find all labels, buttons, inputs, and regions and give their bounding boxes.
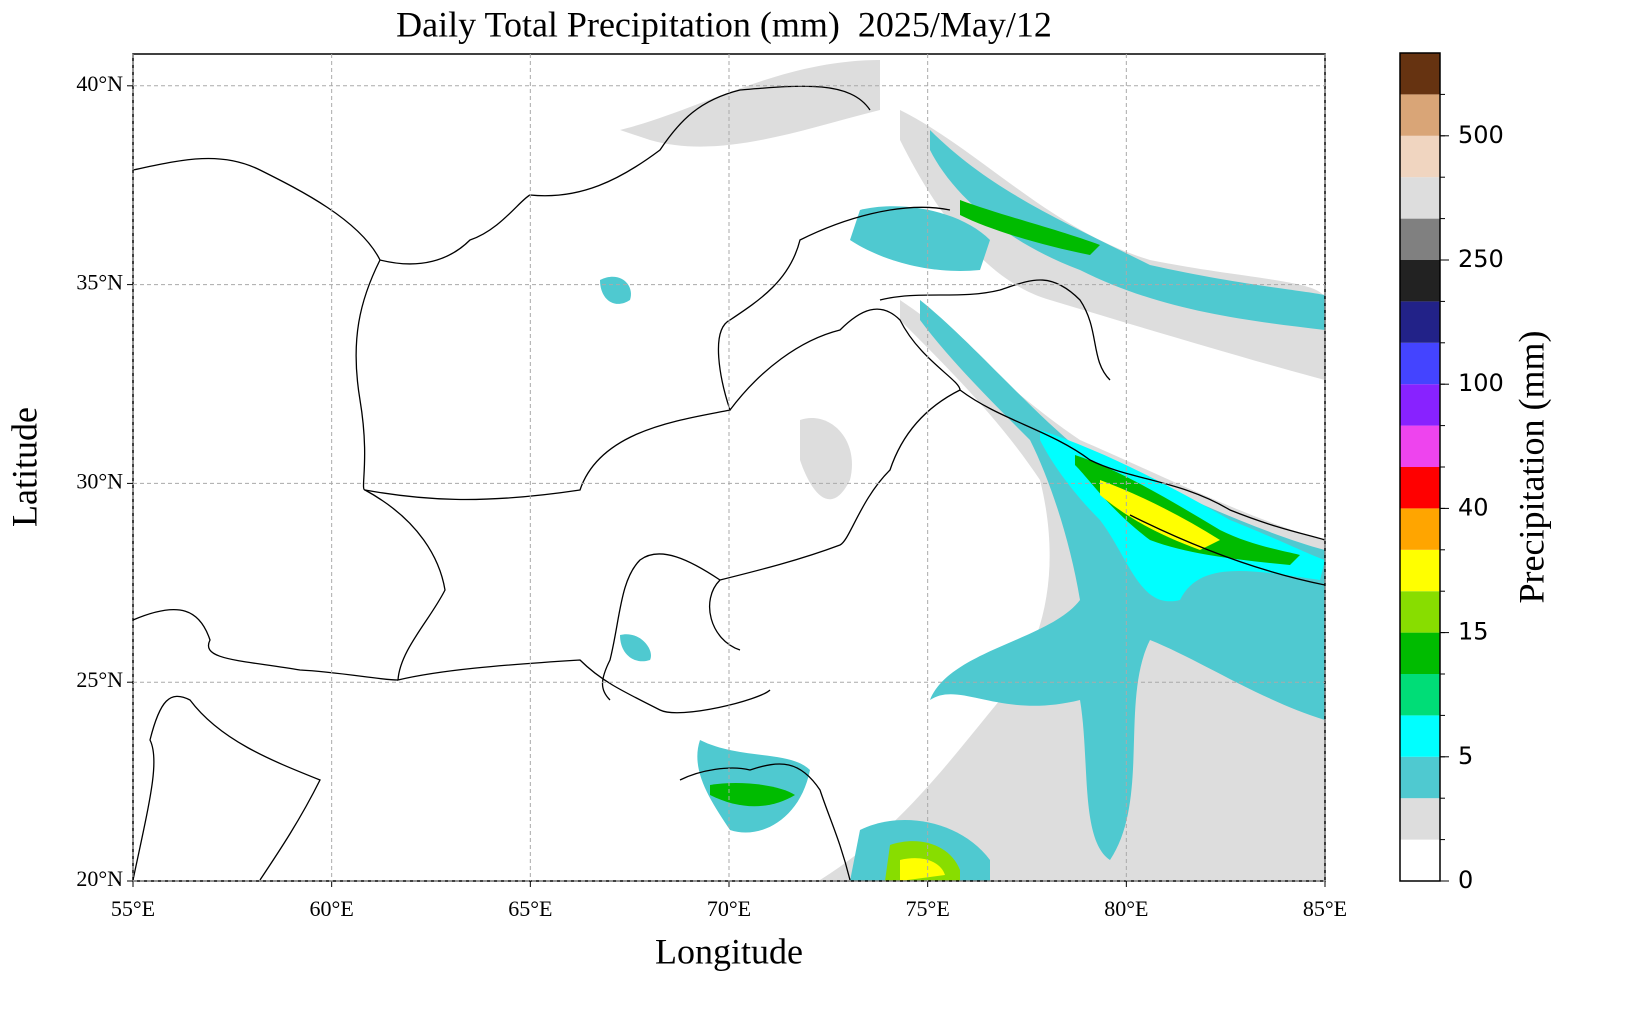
colorbar-swatch — [1400, 135, 1440, 178]
colorbar-swatch — [1400, 94, 1440, 136]
colorbar-swatch — [1400, 549, 1440, 592]
colorbar-label: Precipitation (mm) — [1511, 331, 1551, 604]
y-tick-label: 25°N — [76, 667, 123, 692]
colorbar-swatch — [1400, 715, 1440, 757]
colorbar-swatch — [1400, 177, 1440, 219]
y-axis-label: Latitude — [4, 407, 44, 527]
colorbar-tick-label: 500 — [1458, 121, 1504, 149]
colorbar-swatch — [1400, 301, 1440, 343]
y-tick-label: 20°N — [76, 866, 123, 891]
colorbar-tick-label: 100 — [1458, 369, 1504, 397]
x-axis-label: Longitude — [655, 931, 803, 971]
x-tick-label: 70°E — [707, 896, 751, 921]
colorbar-tick-label: 250 — [1458, 245, 1504, 273]
colorbar-tick-label: 0 — [1458, 866, 1473, 894]
colorbar-swatch — [1400, 342, 1440, 385]
x-tick-label: 55°E — [111, 896, 155, 921]
colorbar-tick-label: 15 — [1458, 618, 1489, 646]
x-tick-label: 60°E — [310, 896, 354, 921]
y-tick-label: 40°N — [76, 71, 123, 96]
y-tick-label: 30°N — [76, 468, 123, 493]
precipitation-field — [600, 60, 1325, 881]
colorbar-swatch — [1400, 467, 1440, 509]
chart-title: Daily Total Precipitation (mm) 2025/May/… — [396, 4, 1052, 44]
colorbar-tick-label: 40 — [1458, 493, 1489, 521]
colorbar-swatch — [1400, 632, 1440, 674]
colorbar-swatch — [1400, 425, 1440, 467]
colorbar-swatch — [1400, 591, 1440, 633]
colorbar-swatch — [1400, 218, 1440, 260]
x-tick-label: 80°E — [1104, 896, 1148, 921]
colorbar-frame — [1399, 52, 1441, 882]
colorbar-swatch — [1400, 839, 1440, 881]
colorbar-swatch — [1400, 53, 1440, 95]
x-tick-label: 85°E — [1303, 896, 1347, 921]
colorbar-swatch — [1400, 508, 1440, 550]
colorbar-tick-label: 5 — [1458, 742, 1473, 770]
y-tick-label: 35°N — [76, 270, 123, 295]
x-tick-label: 65°E — [508, 896, 552, 921]
x-tick-label: 75°E — [906, 896, 950, 921]
colorbar-swatch — [1400, 260, 1440, 302]
colorbar-swatch — [1400, 674, 1440, 716]
colorbar-swatch — [1400, 756, 1440, 799]
borders — [133, 85, 1325, 881]
colorbar-swatch — [1400, 384, 1440, 426]
colorbar-swatch — [1400, 798, 1440, 840]
